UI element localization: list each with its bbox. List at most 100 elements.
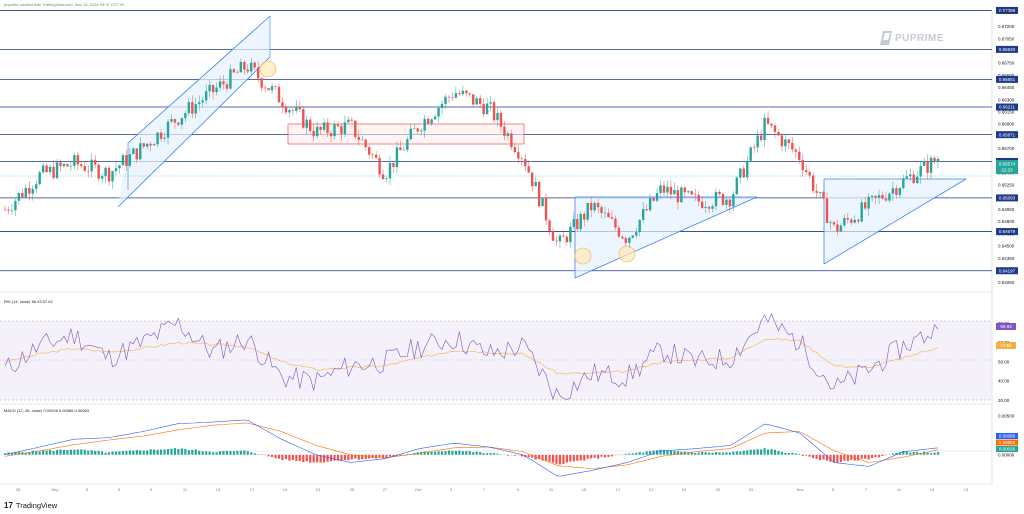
candle-body: [395, 147, 399, 168]
candle-body: [111, 171, 114, 182]
candle-body: [215, 87, 218, 93]
candle-body: [891, 188, 895, 194]
candle-body: [454, 93, 458, 98]
macd-series[interactable]: [3, 419, 940, 477]
macd-histogram-bar: [184, 449, 187, 455]
macd-histogram-bar: [118, 451, 121, 455]
macd-histogram-bar: [482, 453, 485, 455]
candle-body: [267, 88, 270, 91]
macd-histogram-bar: [232, 451, 236, 455]
macd-histogram-bar: [208, 451, 211, 455]
candle-body: [433, 116, 437, 120]
time-label-9: 23: [316, 487, 321, 492]
time-label-27: 13: [930, 487, 935, 492]
tradingview-logo[interactable]: 17 TradingView: [4, 501, 57, 510]
candle-body: [513, 147, 517, 153]
candle-body: [770, 123, 773, 126]
candle-body: [742, 168, 745, 178]
time-label-12: Oct: [415, 487, 422, 492]
candle-body: [315, 126, 319, 137]
triangle-2-rising: [823, 178, 967, 265]
macd-histogram-bar: [246, 451, 249, 455]
candle-body: [888, 193, 891, 201]
macd-histogram-bar: [850, 454, 853, 460]
macd-histogram-bar: [45, 450, 48, 455]
macd-histogram-bar: [822, 454, 825, 460]
macd-histogram-bar: [607, 454, 610, 457]
candle-body: [829, 222, 832, 224]
price-axis[interactable]: 0.672000.670500.669000.667500.666000.664…: [998, 24, 1015, 285]
macd-histogram-bar: [773, 449, 777, 455]
macd-histogram-bar: [593, 454, 596, 458]
current-price-tag: 0.65574 22:23: [996, 160, 1018, 174]
rsi-series[interactable]: [4, 312, 939, 401]
time-label-24: 5: [832, 487, 835, 492]
macd-histogram-bar: [479, 452, 482, 455]
candle-body: [437, 107, 440, 117]
macd-histogram-bar: [624, 453, 627, 455]
candle-body: [451, 97, 454, 98]
macd-histogram-bar: [333, 454, 336, 461]
macd-histogram-bar: [610, 454, 614, 457]
macd-histogram-bar: [399, 454, 402, 456]
candle-body: [898, 188, 902, 195]
macd-histogram-bar: [90, 450, 93, 455]
macd-histogram-bar: [555, 454, 558, 464]
macd-histogram-bar: [24, 452, 27, 455]
candle-body: [843, 218, 846, 226]
macd-histogram-bar: [239, 450, 242, 455]
macd-histogram-bar: [874, 454, 877, 458]
macd-histogram-bar: [406, 454, 409, 455]
macd-histogram-bar: [451, 450, 454, 455]
macd-histogram-bar: [298, 454, 301, 462]
candle-body: [361, 139, 364, 141]
macd-histogram-bar: [864, 454, 867, 459]
candle-body: [697, 194, 700, 202]
candle-body: [24, 187, 28, 198]
candle-body: [548, 220, 551, 232]
candle-body: [10, 210, 14, 211]
candle-body: [628, 237, 631, 243]
macd-histogram-bar: [631, 453, 634, 455]
macd-histogram-bar: [628, 453, 631, 455]
candle-body: [402, 149, 406, 151]
macd-indicator-label[interactable]: MACD (12, 26, close) 0.00026 0.00089 0.0…: [4, 408, 89, 413]
candle-body: [159, 132, 163, 139]
rising-channel-lower: [117, 56, 271, 208]
rsi-value: 66.93: [1000, 324, 1012, 329]
candle-body: [180, 118, 184, 125]
macd-histogram-bar: [277, 454, 281, 459]
candle-body: [877, 195, 881, 198]
rsi-tick-2: 50.00: [998, 359, 1010, 364]
price-tick-0: 0.67200: [998, 24, 1015, 29]
macd-histogram-bar: [659, 449, 662, 455]
candle-body: [354, 120, 357, 137]
macd-histogram-bar: [107, 452, 111, 455]
candle-body: [357, 136, 360, 140]
rsi-indicator-label[interactable]: RSI (14, close) 66.93 57.62: [4, 299, 53, 304]
candle-body: [229, 69, 232, 89]
candle-body: [302, 109, 305, 128]
candle-body: [270, 86, 274, 91]
macd-histogram-bar: [163, 449, 166, 455]
time-label-19: 21: [649, 487, 654, 492]
candle-body: [388, 163, 392, 179]
candle-body: [614, 218, 617, 228]
candle-body: [121, 155, 125, 166]
macd-histogram-bar: [645, 451, 648, 455]
macd-histogram-bar: [486, 453, 489, 455]
candle-body: [638, 219, 641, 233]
candle-body: [378, 157, 381, 175]
macd-histogram-bar: [135, 450, 138, 455]
candle-body: [381, 174, 385, 180]
candlestick-series[interactable]: [3, 58, 940, 248]
price-tick-15: 0.64950: [998, 207, 1015, 212]
candle-body: [420, 130, 423, 132]
macd-signal-line: [4, 422, 939, 470]
candle-body: [222, 81, 225, 85]
candle-body: [569, 226, 572, 243]
time-axis[interactable]: 28 Sep 3 5 9 11 13 17 19 23 25 27 Oct 3 7 9 11 15 17 21 23 25…: [16, 487, 969, 492]
macd-histogram-bar: [354, 454, 357, 459]
time-label-20: 23: [682, 487, 687, 492]
